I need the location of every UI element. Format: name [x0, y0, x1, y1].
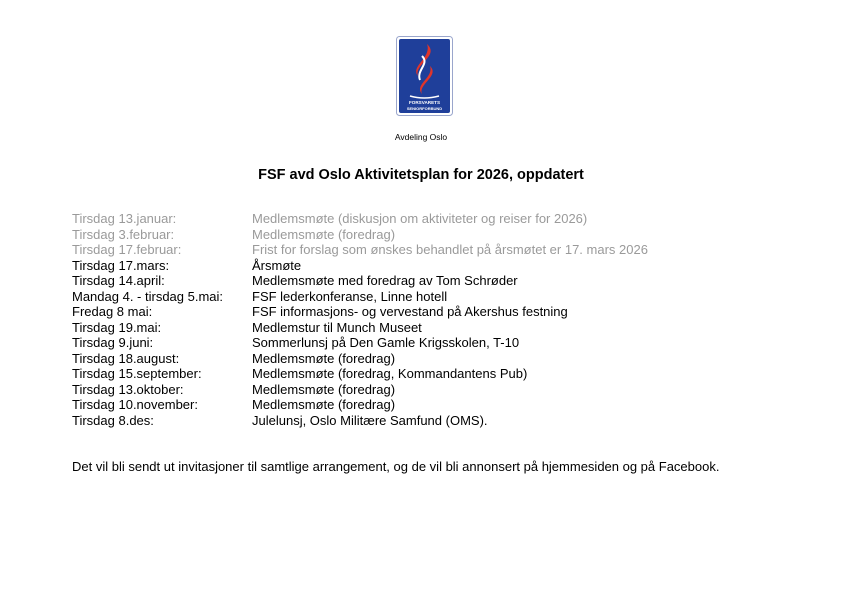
- activity-date: Tirsdag 14.april:: [72, 273, 165, 288]
- activity-row: Tirsdag 13.oktober: Medlemsmøte (foredrag…: [72, 382, 648, 398]
- activity-description: Medlemsmøte (foredrag): [252, 226, 396, 242]
- activity-description: Medlemsmøte (foredrag): [252, 381, 396, 397]
- activity-date: Tirsdag 17.mars:: [72, 257, 170, 273]
- activity-description: Frist for forslag som ønskes behandlet p…: [252, 242, 648, 257]
- activity-date: Tirsdag 13.januar:: [72, 211, 177, 226]
- activity-row: Tirsdag 13.januar: Medlemsmøte (diskusjon…: [72, 211, 648, 227]
- activity-row: Tirsdag 14.april: Medlemsmøte med foredra…: [72, 273, 648, 289]
- activity-row: Tirsdag 3.februar: Medlemsmøte (foredrag): [72, 227, 648, 243]
- activity-row: Tirsdag 10.november: Medlemsmøte (foredra…: [72, 397, 648, 413]
- page-title: FSF avd Oslo Aktivitetsplan for 2026, op…: [258, 167, 584, 183]
- department-label: Avdeling Oslo: [394, 132, 448, 142]
- activity-description: FSF lederkonferanse, Linne hotell: [252, 288, 448, 304]
- activity-date: Tirsdag 3.februar:: [72, 226, 175, 242]
- activity-description: Sommerlunsj på Den Gamle Krigsskolen, T-…: [252, 335, 520, 350]
- activity-date: Tirsdag 9.juni:: [72, 335, 154, 350]
- activity-date: Tirsdag 19.mai:: [72, 319, 162, 335]
- activity-row: Tirsdag 15.september: Medlemsmøte (foredr…: [72, 366, 648, 382]
- activity-description: Medlemsmøte med foredrag av Tom Schrøder: [252, 273, 518, 288]
- activity-description: Årsmøte: [252, 257, 302, 273]
- activity-description: Julelunsj, Oslo Militære Samfund (OMS).: [252, 412, 488, 428]
- activity-date: Tirsdag 18.august:: [72, 350, 180, 366]
- activity-date: Tirsdag 13.oktober:: [72, 381, 184, 397]
- activity-date: Tirsdag 15.september:: [72, 366, 202, 381]
- activity-row: Tirsdag 17.mars: Årsmøte: [72, 258, 648, 274]
- activity-row: Tirsdag 17.februar: Frist for forslag som…: [72, 242, 648, 258]
- footer-note: Det vil bli sendt ut invitasjoner til sa…: [72, 459, 720, 474]
- activity-description: Medlemsmøte (diskusjon om aktiviteter og…: [252, 211, 588, 226]
- activity-date: Tirsdag 17.februar:: [72, 242, 182, 257]
- svg-text:FORSVARETS: FORSVARETS: [409, 100, 440, 105]
- activity-list: Tirsdag 13.januar: Medlemsmøte (diskusjon…: [72, 211, 648, 428]
- svg-text:SENIORFORBUND: SENIORFORBUND: [407, 106, 442, 111]
- activity-row: Fredag 8 mai: FSF informasjons- og verves…: [72, 304, 648, 320]
- activity-description: Medlemstur til Munch Museet: [252, 319, 422, 335]
- activity-row: Tirsdag 9.juni: Sommerlunsj på Den Gamle …: [72, 335, 648, 351]
- activity-row: Tirsdag 19.mai: Medlemstur til Munch Muse…: [72, 320, 648, 336]
- fsf-logo: FORSVARETS SENIORFORBUND: [396, 36, 453, 116]
- activity-date: Mandag 4. - tirsdag 5.mai:: [72, 288, 224, 304]
- activity-row: Mandag 4. - tirsdag 5.mai: FSF lederkonfe…: [72, 289, 648, 305]
- activity-row: Tirsdag 8.des: Julelunsj, Oslo Militære S…: [72, 413, 648, 429]
- activity-description: Medlemsmøte (foredrag): [252, 350, 396, 366]
- activity-description: Medlemsmøte (foredrag, Kommandantens Pub…: [252, 366, 528, 381]
- activity-row: Tirsdag 18.august: Medlemsmøte (foredrag): [72, 351, 648, 367]
- activity-description: FSF informasjons- og vervestand på Akers…: [252, 304, 568, 319]
- activity-description: Medlemsmøte (foredrag): [252, 397, 396, 412]
- activity-date: Tirsdag 10.november:: [72, 397, 198, 412]
- activity-date: Fredag 8 mai:: [72, 304, 153, 319]
- activity-date: Tirsdag 8.des:: [72, 412, 154, 428]
